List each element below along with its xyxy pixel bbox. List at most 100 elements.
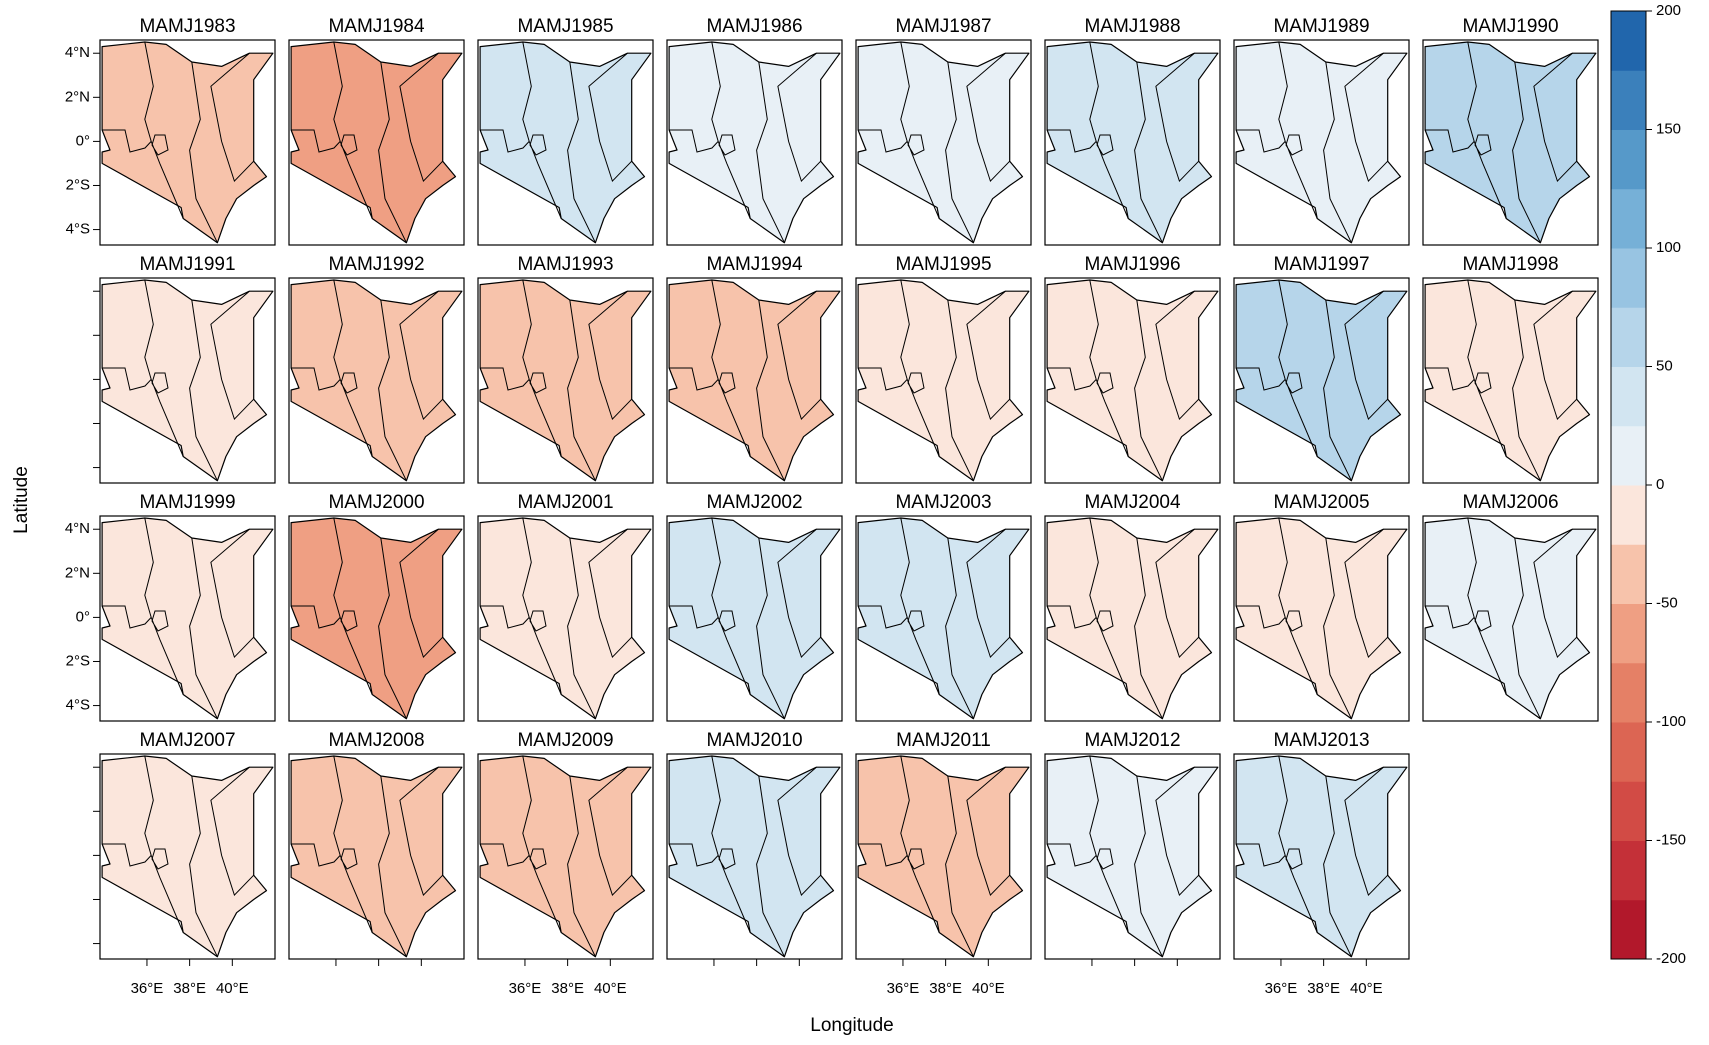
color-band: [1611, 722, 1646, 782]
map: [1424, 517, 1597, 720]
x-axis-label: Longitude: [810, 1015, 893, 1036]
y-tick-label: 4°S: [66, 697, 90, 714]
panel-frame: [477, 753, 654, 960]
x-tick-label: 36°E: [509, 980, 542, 997]
x-tick-label: 38°E: [1307, 980, 1340, 997]
panel-frame: [288, 277, 465, 484]
y-tick-label: 0°: [76, 132, 90, 149]
panel-title: MAMJ2005: [1273, 492, 1369, 513]
x-tick-label: 40°E: [216, 980, 249, 997]
map: [101, 517, 274, 720]
panel-title: MAMJ1987: [895, 16, 991, 37]
panel-title: MAMJ2006: [1462, 492, 1558, 513]
panel-frame: [666, 277, 843, 484]
panel: [666, 515, 843, 722]
panel-frame: [666, 515, 843, 722]
y-tick-label: 4°S: [66, 221, 90, 238]
colorbar-tick-label: 0: [1656, 476, 1664, 493]
colorbar-tick-label: 100: [1656, 239, 1681, 256]
panel-frame: [99, 753, 276, 960]
x-tick-label: 36°E: [131, 980, 164, 997]
panel-title: MAMJ2013: [1273, 730, 1369, 751]
map: [1235, 517, 1408, 720]
panel-title: MAMJ1995: [895, 254, 991, 275]
panel: [99, 515, 276, 722]
y-tick-label: 2°S: [66, 652, 90, 669]
panel-title: MAMJ2001: [517, 492, 613, 513]
colorbar-tick-label: -100: [1656, 713, 1686, 730]
panel-frame: [288, 515, 465, 722]
map: [290, 41, 463, 244]
panel-frame: [288, 39, 465, 246]
panel: [1233, 515, 1410, 722]
color-band: [1611, 11, 1646, 71]
map: [479, 517, 652, 720]
map: [479, 41, 652, 244]
map: [857, 41, 1030, 244]
x-tick-label: 36°E: [1265, 980, 1298, 997]
y-tick-label: 2°N: [65, 88, 90, 105]
color-band: [1611, 307, 1646, 367]
panel-frame: [1233, 277, 1410, 484]
map: [857, 755, 1030, 958]
map: [1424, 41, 1597, 244]
colorbar-tick-label: -150: [1656, 831, 1686, 848]
panel-frame: [855, 277, 1032, 484]
panel: [855, 277, 1032, 484]
panel-frame: [1422, 515, 1599, 722]
colorbar-tick-label: 200: [1656, 2, 1681, 19]
panel: [666, 39, 843, 246]
map: [668, 755, 841, 958]
y-tick-label: 2°N: [65, 564, 90, 581]
panel: [1044, 39, 1221, 246]
panel-frame: [477, 515, 654, 722]
x-tick-label: 40°E: [594, 980, 627, 997]
panel-frame: [1422, 277, 1599, 484]
panel-title: MAMJ2007: [139, 730, 235, 751]
map: [1235, 41, 1408, 244]
panel: [99, 753, 276, 960]
panel-title: MAMJ1997: [1273, 254, 1369, 275]
panel: [855, 515, 1032, 722]
panel-title: MAMJ1989: [1273, 16, 1369, 37]
colorbar-tick-label: -50: [1656, 594, 1678, 611]
map: [668, 517, 841, 720]
panel: [288, 515, 465, 722]
panel-title: MAMJ1983: [139, 16, 235, 37]
panel: [1233, 753, 1410, 960]
map: [1235, 755, 1408, 958]
panel: [1044, 515, 1221, 722]
map: [101, 279, 274, 482]
color-band: [1611, 840, 1646, 901]
color-band: [1611, 366, 1646, 427]
panel-title: MAMJ1992: [328, 254, 424, 275]
panel-title: MAMJ1998: [1462, 254, 1558, 275]
panel-frame: [1233, 39, 1410, 246]
panel: [1422, 277, 1599, 484]
x-tick-label: 40°E: [1350, 980, 1383, 997]
panel-frame: [1044, 515, 1221, 722]
color-band: [1611, 485, 1646, 545]
panel: [99, 277, 276, 484]
map: [290, 279, 463, 482]
panel-title: MAMJ1991: [139, 254, 235, 275]
x-tick-label: 40°E: [972, 980, 1005, 997]
x-tick-label: 38°E: [551, 980, 584, 997]
panel-title: MAMJ2008: [328, 730, 424, 751]
y-axis-label: Latitude: [11, 466, 32, 534]
map: [1046, 755, 1219, 958]
map: [857, 279, 1030, 482]
y-tick-label: 4°N: [65, 520, 90, 537]
color-band: [1611, 899, 1646, 960]
panel: [855, 39, 1032, 246]
colorbar-tick-label: 150: [1656, 120, 1681, 137]
map: [1046, 279, 1219, 482]
panel-frame: [1233, 515, 1410, 722]
color-band: [1611, 188, 1646, 249]
panel: [1422, 515, 1599, 722]
map: [857, 517, 1030, 720]
panel-title: MAMJ1994: [706, 254, 803, 275]
panel-title: MAMJ1984: [328, 16, 425, 37]
map: [290, 755, 463, 958]
panel-title: MAMJ1999: [139, 492, 235, 513]
